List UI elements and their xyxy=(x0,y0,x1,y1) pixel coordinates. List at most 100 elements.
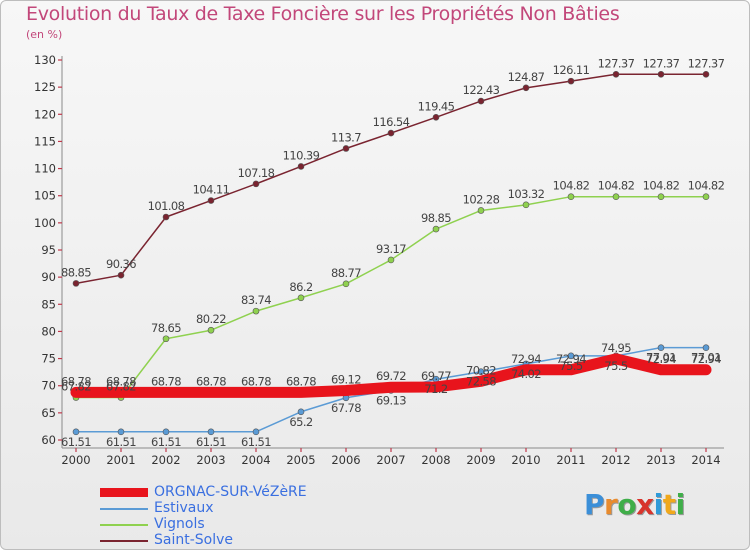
data-point xyxy=(567,77,575,85)
data-label: 72.58 xyxy=(466,375,496,389)
data-label: 61.51 xyxy=(241,435,271,449)
data-label: 110.39 xyxy=(283,148,320,162)
data-point xyxy=(117,428,125,436)
y-tick-label: 85 xyxy=(41,297,56,311)
x-tick-label: 2000 xyxy=(61,453,90,467)
data-label: 68.78 xyxy=(241,374,271,388)
y-tick-label: 95 xyxy=(41,243,56,257)
data-label: 72.94 xyxy=(646,352,676,366)
data-point xyxy=(162,428,170,436)
data-label: 88.77 xyxy=(331,266,361,280)
chart-subtitle: (en %) xyxy=(26,28,63,41)
data-label: 127.37 xyxy=(598,56,635,70)
data-label: 104.11 xyxy=(193,183,230,197)
logo-letter: o xyxy=(617,488,637,521)
data-label: 68.78 xyxy=(61,374,91,388)
logo-letter: x xyxy=(636,488,654,521)
data-point xyxy=(612,193,620,200)
x-tick-label: 2002 xyxy=(151,453,180,467)
data-label: 72.94 xyxy=(691,352,721,366)
data-point xyxy=(162,213,170,221)
data-label: 126.11 xyxy=(553,63,590,77)
data-label: 75.5 xyxy=(604,359,627,373)
data-point xyxy=(72,280,80,287)
data-label: 78.65 xyxy=(151,321,181,335)
data-label: 77.01 xyxy=(646,351,676,365)
x-tick-label: 2012 xyxy=(601,453,630,467)
data-label: 127.37 xyxy=(643,56,680,70)
data-label: 77.01 xyxy=(691,351,721,365)
x-tick-label: 2009 xyxy=(466,453,495,467)
legend-label: Estivaux xyxy=(154,500,214,516)
data-label: 71.2 xyxy=(424,382,447,396)
data-point xyxy=(387,256,395,264)
y-tick-label: 130 xyxy=(34,53,56,67)
data-point xyxy=(477,97,485,105)
x-tick-label: 2003 xyxy=(196,453,225,467)
data-point xyxy=(207,197,215,204)
logo-letter: t xyxy=(662,488,676,521)
data-label: 61.51 xyxy=(61,435,91,449)
series-line-0 xyxy=(70,353,712,398)
data-point xyxy=(297,408,305,416)
logo-letter: P xyxy=(584,488,605,521)
data-point xyxy=(477,368,485,376)
data-point xyxy=(657,193,665,200)
chart-title: Evolution du Taux de Taxe Foncière sur l… xyxy=(26,3,620,25)
data-point xyxy=(522,84,530,92)
data-label: 102.28 xyxy=(463,192,500,206)
data-label: 104.82 xyxy=(643,179,680,193)
y-tick-label: 105 xyxy=(34,189,56,203)
data-label: 61.51 xyxy=(151,435,181,449)
legend-item-estivaux: Estivaux xyxy=(100,500,380,517)
logo-letter: i xyxy=(653,488,664,521)
data-label: 72.94 xyxy=(511,352,541,366)
x-tick-label: 2010 xyxy=(511,453,540,467)
data-label: 88.85 xyxy=(61,265,91,279)
logo-letter: i xyxy=(675,488,686,521)
x-tick-label: 2006 xyxy=(331,453,360,467)
x-tick-label: 2005 xyxy=(286,453,315,467)
data-label: 98.85 xyxy=(421,211,451,225)
data-label: 90.36 xyxy=(106,257,136,271)
data-point xyxy=(342,145,350,152)
x-tick-label: 2004 xyxy=(241,453,270,467)
proxiti-logo: Proxiti xyxy=(584,488,685,521)
data-label: 104.82 xyxy=(688,179,725,193)
data-label: 70.82 xyxy=(466,363,496,377)
data-label: 74.95 xyxy=(601,341,631,355)
data-point xyxy=(657,344,665,351)
y-tick-label: 120 xyxy=(34,107,56,121)
data-label: 104.82 xyxy=(598,179,635,193)
data-label: 104.82 xyxy=(553,179,590,193)
data-label: 80.22 xyxy=(196,312,226,326)
legend-swatch xyxy=(100,540,148,542)
data-label: 67.82 xyxy=(106,380,136,394)
y-tick-label: 60 xyxy=(41,433,56,447)
logo-letter: r xyxy=(604,488,618,521)
data-point xyxy=(387,129,395,137)
data-point xyxy=(657,70,665,78)
legend-label: Vignols xyxy=(154,516,205,532)
y-tick-label: 70 xyxy=(41,379,56,393)
data-label: 113.7 xyxy=(331,130,361,144)
y-tick-label: 65 xyxy=(41,406,56,420)
y-tick-label: 125 xyxy=(34,80,56,94)
data-label: 61.51 xyxy=(196,435,226,449)
data-point xyxy=(252,428,260,436)
legend: ORGNAC-SUR-VéZèRE Estivaux Vignols Saint… xyxy=(100,484,380,549)
legend-item-orgnac: ORGNAC-SUR-VéZèRE xyxy=(100,484,380,501)
data-label: 122.43 xyxy=(463,83,500,97)
x-tick-label: 2014 xyxy=(691,453,720,467)
data-point xyxy=(72,428,80,436)
data-label: 69.13 xyxy=(376,393,406,407)
data-label: 68.78 xyxy=(196,374,226,388)
data-point xyxy=(252,307,260,315)
x-tick-label: 2007 xyxy=(376,453,405,467)
y-tick-label: 75 xyxy=(41,352,56,366)
data-point xyxy=(297,163,305,170)
data-point xyxy=(567,352,575,360)
data-label: 61.51 xyxy=(106,435,136,449)
